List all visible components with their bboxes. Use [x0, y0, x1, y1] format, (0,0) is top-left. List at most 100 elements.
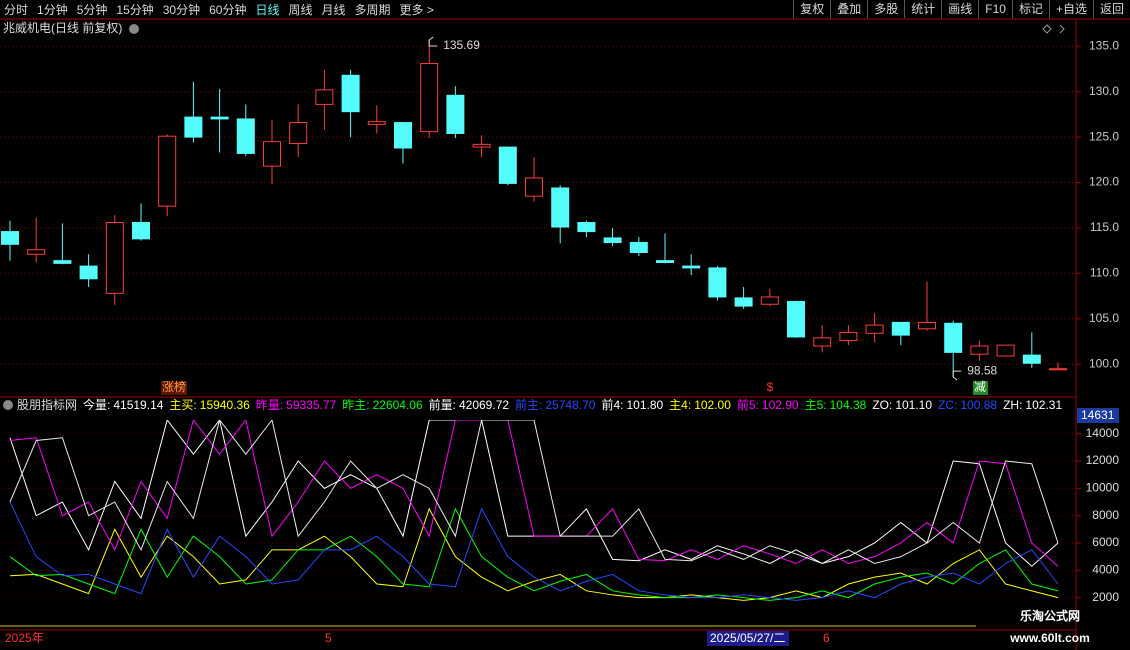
min-pointer [952, 370, 962, 381]
candle-body [787, 301, 805, 338]
y-tick-label: 6000 [1092, 535, 1119, 549]
y-tick-label: 115.0 [1090, 220, 1119, 234]
y-tick-label: 10000 [1086, 481, 1120, 495]
period-tab[interactable]: 月线 [321, 2, 346, 17]
indicator-title: 股朋指标网 [17, 397, 77, 412]
period-tab[interactable]: 分时 [4, 2, 29, 17]
candle-body [682, 265, 701, 269]
candle-body [315, 89, 334, 105]
indicator-label: 昨量: [256, 398, 283, 412]
candle-body [132, 221, 150, 240]
candle-body [734, 297, 753, 307]
indicator-label: 昨主: [342, 398, 369, 412]
period-tab[interactable]: 60分钟 [209, 2, 247, 17]
period-tab[interactable]: 周线 [288, 2, 313, 17]
y-tick-label: 130.0 [1089, 84, 1119, 98]
y-tick-label: 100.0 [1089, 356, 1119, 370]
toolbar-button[interactable]: 多股 [867, 0, 904, 18]
indicator-label: ZC: [938, 398, 957, 412]
signal: $ [767, 380, 774, 394]
period-tab[interactable]: 日线 [255, 2, 280, 17]
indicator-line [9, 420, 1059, 565]
indicator-label: 前5: [737, 397, 759, 412]
date-label: 6 [823, 631, 830, 645]
y-tick-label: 2000 [1092, 590, 1119, 604]
candle-body [1049, 368, 1067, 371]
indicator-label: 前4: [601, 397, 623, 412]
indicator-header: 股朋指标网 今量: 41519.14 主买: 15940.36 昨量: 59335.77 昨主… [17, 397, 1062, 412]
indicator-label: 主5: [805, 398, 827, 412]
candle-body [236, 118, 255, 154]
indicator-label: 前主: [515, 397, 542, 412]
signal: 减 [974, 380, 986, 394]
toolbar-button[interactable]: 统计 [904, 0, 941, 18]
y-tick-label: 125.0 [1089, 129, 1119, 143]
watermark: 乐淘公式网 [1020, 608, 1080, 623]
period-tab[interactable]: 5分钟 [76, 2, 108, 17]
candle-body [263, 141, 281, 167]
current-value: 14631 [1081, 408, 1115, 422]
period-tab[interactable]: 多周期 [354, 2, 391, 17]
indicator-value: 104.38 [830, 398, 867, 412]
period-bar: 分时 1分钟 5分钟 15分钟 30分钟 60分钟 日线 周线 月线 多周期 更多 > [4, 0, 434, 18]
line-group [9, 420, 1059, 601]
indicator-value: 41519.14 [113, 398, 163, 412]
y-tick-label: 12000 [1086, 453, 1120, 467]
candle-body [79, 265, 98, 280]
candle-body [105, 221, 124, 294]
candle-body [918, 321, 936, 330]
indicator-line [9, 420, 1059, 567]
indicator-label: 今量: [83, 397, 110, 412]
signal: 涨榜 [162, 379, 186, 394]
indicator-label: 主买: [169, 398, 196, 412]
candle-body [551, 187, 570, 228]
diamond-icon [1042, 24, 1052, 34]
toolbar-button[interactable]: 标记 [1011, 0, 1049, 18]
toolbar-button[interactable]: F10 [978, 0, 1012, 18]
date-cursor-bg [707, 631, 789, 646]
candle-body [760, 296, 779, 305]
signal-bg [161, 381, 187, 395]
indicator-line [9, 507, 1059, 601]
title-icon [129, 24, 139, 34]
indicator-value: 102.31 [1025, 398, 1062, 412]
max-pointer [428, 36, 438, 47]
toolbar-button[interactable]: +自选 [1048, 0, 1093, 18]
toolbar-button[interactable]: 叠加 [830, 0, 867, 18]
candle-body [1022, 354, 1041, 364]
candle-body [891, 321, 910, 336]
candle-body [577, 221, 596, 233]
toolbar-button[interactable]: 画线 [941, 0, 978, 18]
candle-body [839, 331, 858, 342]
y-tick-label: 135.0 [1089, 38, 1119, 52]
candle-body [27, 249, 46, 255]
period-tab[interactable]: 15分钟 [116, 2, 154, 17]
period-tab[interactable]: 1分钟 [37, 2, 68, 17]
indicator-value: 59335.77 [286, 398, 336, 412]
y-tick-label: 105.0 [1089, 311, 1119, 325]
indicator-label: ZH: [1003, 398, 1022, 412]
max-label: 135.69 [443, 38, 480, 52]
candle-body [865, 324, 884, 334]
candle-body [472, 143, 491, 148]
candle-body [525, 177, 543, 197]
stock-title: 兆威机电(日线 前复权) [3, 20, 122, 35]
candle-body [289, 122, 308, 144]
y-tick-label: 110.0 [1090, 266, 1119, 280]
candle-body [498, 146, 517, 184]
period-tab[interactable]: 30分钟 [162, 2, 201, 17]
candle-body [158, 135, 177, 207]
current-value-bg [1077, 408, 1119, 423]
period-tab[interactable]: 更多 > [399, 2, 434, 17]
candle-body [394, 122, 412, 149]
indicator-value: 102.00 [694, 398, 731, 412]
toolbar-button[interactable]: 复权 [793, 0, 830, 18]
toolbar-button[interactable]: 返回 [1092, 0, 1130, 18]
indicator-value: 101.80 [626, 398, 663, 412]
date-cursor: 2025/05/27/二 [710, 631, 785, 645]
watermark: www.60lt.com [1009, 631, 1090, 645]
candle-body [708, 267, 727, 298]
candle-body [446, 94, 465, 134]
